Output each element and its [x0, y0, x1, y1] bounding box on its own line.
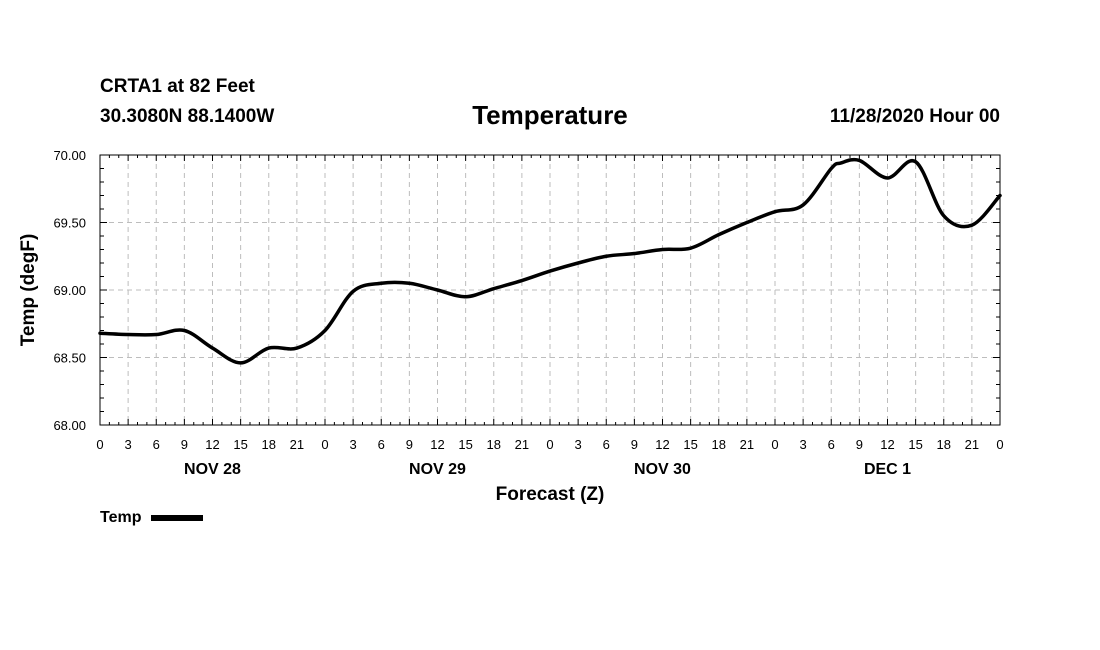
x-tick-label: 18: [262, 437, 276, 452]
issue-time-label: 11/28/2020 Hour 00: [829, 106, 1000, 127]
x-tick-label: 15: [233, 437, 247, 452]
x-tick-label: 0: [546, 437, 553, 452]
day-label: NOV 30: [634, 461, 691, 478]
series-line-temp: [98, 157, 1002, 365]
x-tick-label: 3: [575, 437, 582, 452]
y-tick-label: 70.00: [53, 148, 86, 163]
x-tick-label: 18: [937, 437, 951, 452]
x-tick-label: 21: [965, 437, 979, 452]
x-tick-label: 21: [740, 437, 754, 452]
day-label: DEC 1: [864, 461, 911, 478]
y-tick-label: 68.50: [53, 351, 86, 366]
x-tick-label: 6: [153, 437, 160, 452]
x-axis-label: Forecast (Z): [496, 484, 605, 505]
chart-title: Temperature: [472, 100, 628, 130]
x-tick-label: 0: [771, 437, 778, 452]
y-tick-label: 68.00: [53, 418, 86, 433]
x-tick-label: 15: [908, 437, 922, 452]
x-tick-label: 9: [856, 437, 863, 452]
legend-swatch: [151, 515, 204, 521]
x-tick-label: 18: [712, 437, 726, 452]
x-tick-label: 12: [880, 437, 894, 452]
legend: Temp: [100, 509, 204, 527]
legend-label: Temp: [100, 509, 142, 526]
x-tick-label: 9: [631, 437, 638, 452]
x-tick-label: 3: [350, 437, 357, 452]
x-tick-label: 6: [378, 437, 385, 452]
day-label: NOV 28: [184, 461, 241, 478]
station-label: CRTA1 at 82 Feet: [100, 76, 255, 97]
x-tick-label: 6: [828, 437, 835, 452]
x-tick-label: 3: [800, 437, 807, 452]
x-tick-label: 12: [430, 437, 444, 452]
coordinates-label: 30.3080N 88.1400W: [100, 106, 275, 127]
y-axis-label: Temp (degF): [18, 234, 39, 347]
y-tick-label: 69.00: [53, 283, 86, 298]
x-tick-label: 21: [515, 437, 529, 452]
x-tick-label: 9: [406, 437, 413, 452]
x-tick-label: 21: [290, 437, 304, 452]
x-tick-label: 15: [683, 437, 697, 452]
day-label: NOV 29: [409, 461, 466, 478]
x-tick-label: 0: [321, 437, 328, 452]
y-tick-label: 69.50: [53, 216, 86, 231]
x-tick-label: 9: [181, 437, 188, 452]
x-tick-label: 12: [655, 437, 669, 452]
x-tick-label: 0: [96, 437, 103, 452]
x-tick-label: 12: [205, 437, 219, 452]
x-tick-label: 0: [996, 437, 1003, 452]
x-tick-label: 18: [487, 437, 501, 452]
x-tick-label: 3: [125, 437, 132, 452]
x-tick-label: 15: [458, 437, 472, 452]
x-tick-label: 6: [603, 437, 610, 452]
